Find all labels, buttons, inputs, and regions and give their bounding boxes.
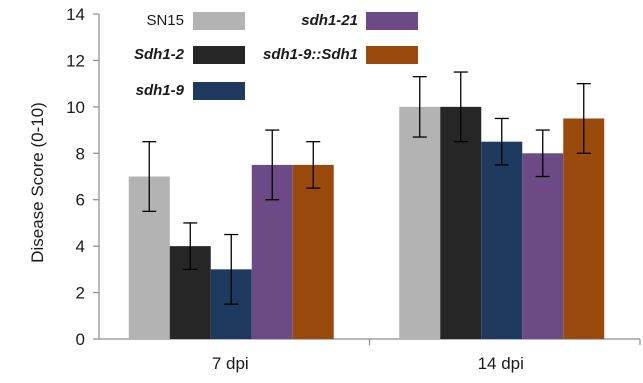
legend-swatch — [366, 46, 418, 64]
legend-label: sdh1-9::Sdh1 — [263, 46, 358, 63]
legend-label: Sdh1-2 — [134, 46, 185, 63]
bar — [522, 153, 564, 339]
bars — [128, 106, 605, 339]
legend-swatch — [366, 12, 418, 30]
legend-label: sdh1-9 — [136, 82, 185, 99]
bar — [563, 118, 605, 339]
y-tick-label: 6 — [76, 191, 85, 210]
y-tick-label: 8 — [76, 144, 85, 163]
y-tick-label: 14 — [66, 5, 85, 24]
legend-swatch — [193, 46, 245, 64]
y-axis-title: Disease Score (0-10) — [28, 102, 47, 263]
legend-swatch — [193, 12, 245, 30]
axes: 0 2 4 6 8 10 12 14 7 dpi 14 dpi — [66, 5, 641, 373]
y-tick-label: 12 — [66, 51, 85, 70]
bar — [440, 106, 482, 339]
bar — [292, 164, 334, 339]
bar — [399, 106, 441, 339]
x-tick-label: 14 dpi — [478, 354, 524, 373]
y-tick-label: 2 — [76, 284, 85, 303]
x-tick-label: 7 dpi — [212, 354, 249, 373]
legend-label: sdh1-21 — [301, 12, 358, 29]
legend-label: SN15 — [146, 12, 184, 29]
y-tick-label: 4 — [76, 237, 85, 256]
y-tick-label: 10 — [66, 98, 85, 117]
y-tick-label: 0 — [76, 330, 85, 349]
error-bars — [142, 71, 591, 305]
legend-swatch — [193, 82, 245, 100]
bar — [481, 141, 523, 339]
